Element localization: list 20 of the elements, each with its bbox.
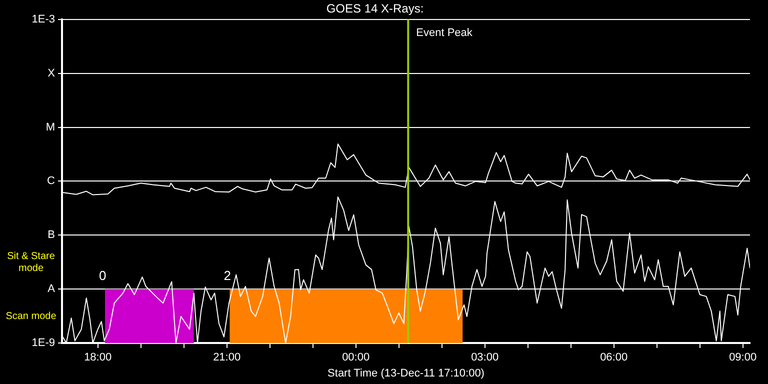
y-tick-label: X xyxy=(48,67,56,80)
y-tick-label: C xyxy=(47,175,56,188)
x-axis-title: Start Time (13-Dec-11 17:10:00) xyxy=(328,367,484,380)
x-tick-label: 09:00 xyxy=(729,352,757,364)
y-tick-label: 1E-3 xyxy=(32,13,55,26)
x-tick-label: 03:00 xyxy=(471,352,499,364)
ref-line-label: Event Peak xyxy=(416,26,473,39)
text: Scan mode xyxy=(6,310,57,322)
x-tick-label: 00:00 xyxy=(342,352,370,364)
y-tick-label: M xyxy=(46,121,55,134)
band-label: 2 xyxy=(224,268,231,284)
x-tick-label: 06:00 xyxy=(600,352,628,364)
y-tick-label: B xyxy=(48,229,55,242)
y-tick-label: 1E-9 xyxy=(32,337,55,350)
band-label: 0 xyxy=(99,268,106,284)
x-tick-label: 18:00 xyxy=(84,352,112,364)
x-tick-label: 21:00 xyxy=(213,352,241,364)
text: Sit & Stare mode xyxy=(7,250,56,274)
y-tick-label: A xyxy=(48,283,56,296)
chart-title: GOES 14 X-Rays: xyxy=(326,2,424,16)
